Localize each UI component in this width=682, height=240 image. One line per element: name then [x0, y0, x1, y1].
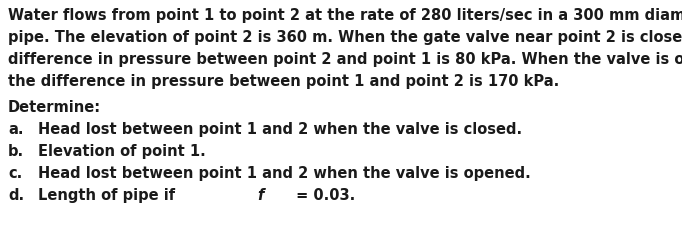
Text: d.: d. — [8, 188, 24, 203]
Text: c.: c. — [8, 166, 23, 181]
Text: = 0.03.: = 0.03. — [291, 188, 355, 203]
Text: Head lost between point 1 and 2 when the valve is closed.: Head lost between point 1 and 2 when the… — [38, 122, 522, 137]
Text: Head lost between point 1 and 2 when the valve is opened.: Head lost between point 1 and 2 when the… — [38, 166, 531, 181]
Text: difference in pressure between point 2 and point 1 is 80 kPa. When the valve is : difference in pressure between point 2 a… — [8, 52, 682, 67]
Text: f: f — [257, 188, 263, 203]
Text: the difference in pressure between point 1 and point 2 is 170 kPa.: the difference in pressure between point… — [8, 74, 559, 89]
Text: b.: b. — [8, 144, 24, 159]
Text: Water flows from point 1 to point 2 at the rate of 280 liters/sec in a 300 mm di: Water flows from point 1 to point 2 at t… — [8, 8, 682, 23]
Text: Elevation of point 1.: Elevation of point 1. — [38, 144, 206, 159]
Text: a.: a. — [8, 122, 23, 137]
Text: Length of pipe if: Length of pipe if — [38, 188, 180, 203]
Text: Determine:: Determine: — [8, 100, 101, 115]
Text: pipe. The elevation of point 2 is 360 m. When the gate valve near point 2 is clo: pipe. The elevation of point 2 is 360 m.… — [8, 30, 682, 45]
